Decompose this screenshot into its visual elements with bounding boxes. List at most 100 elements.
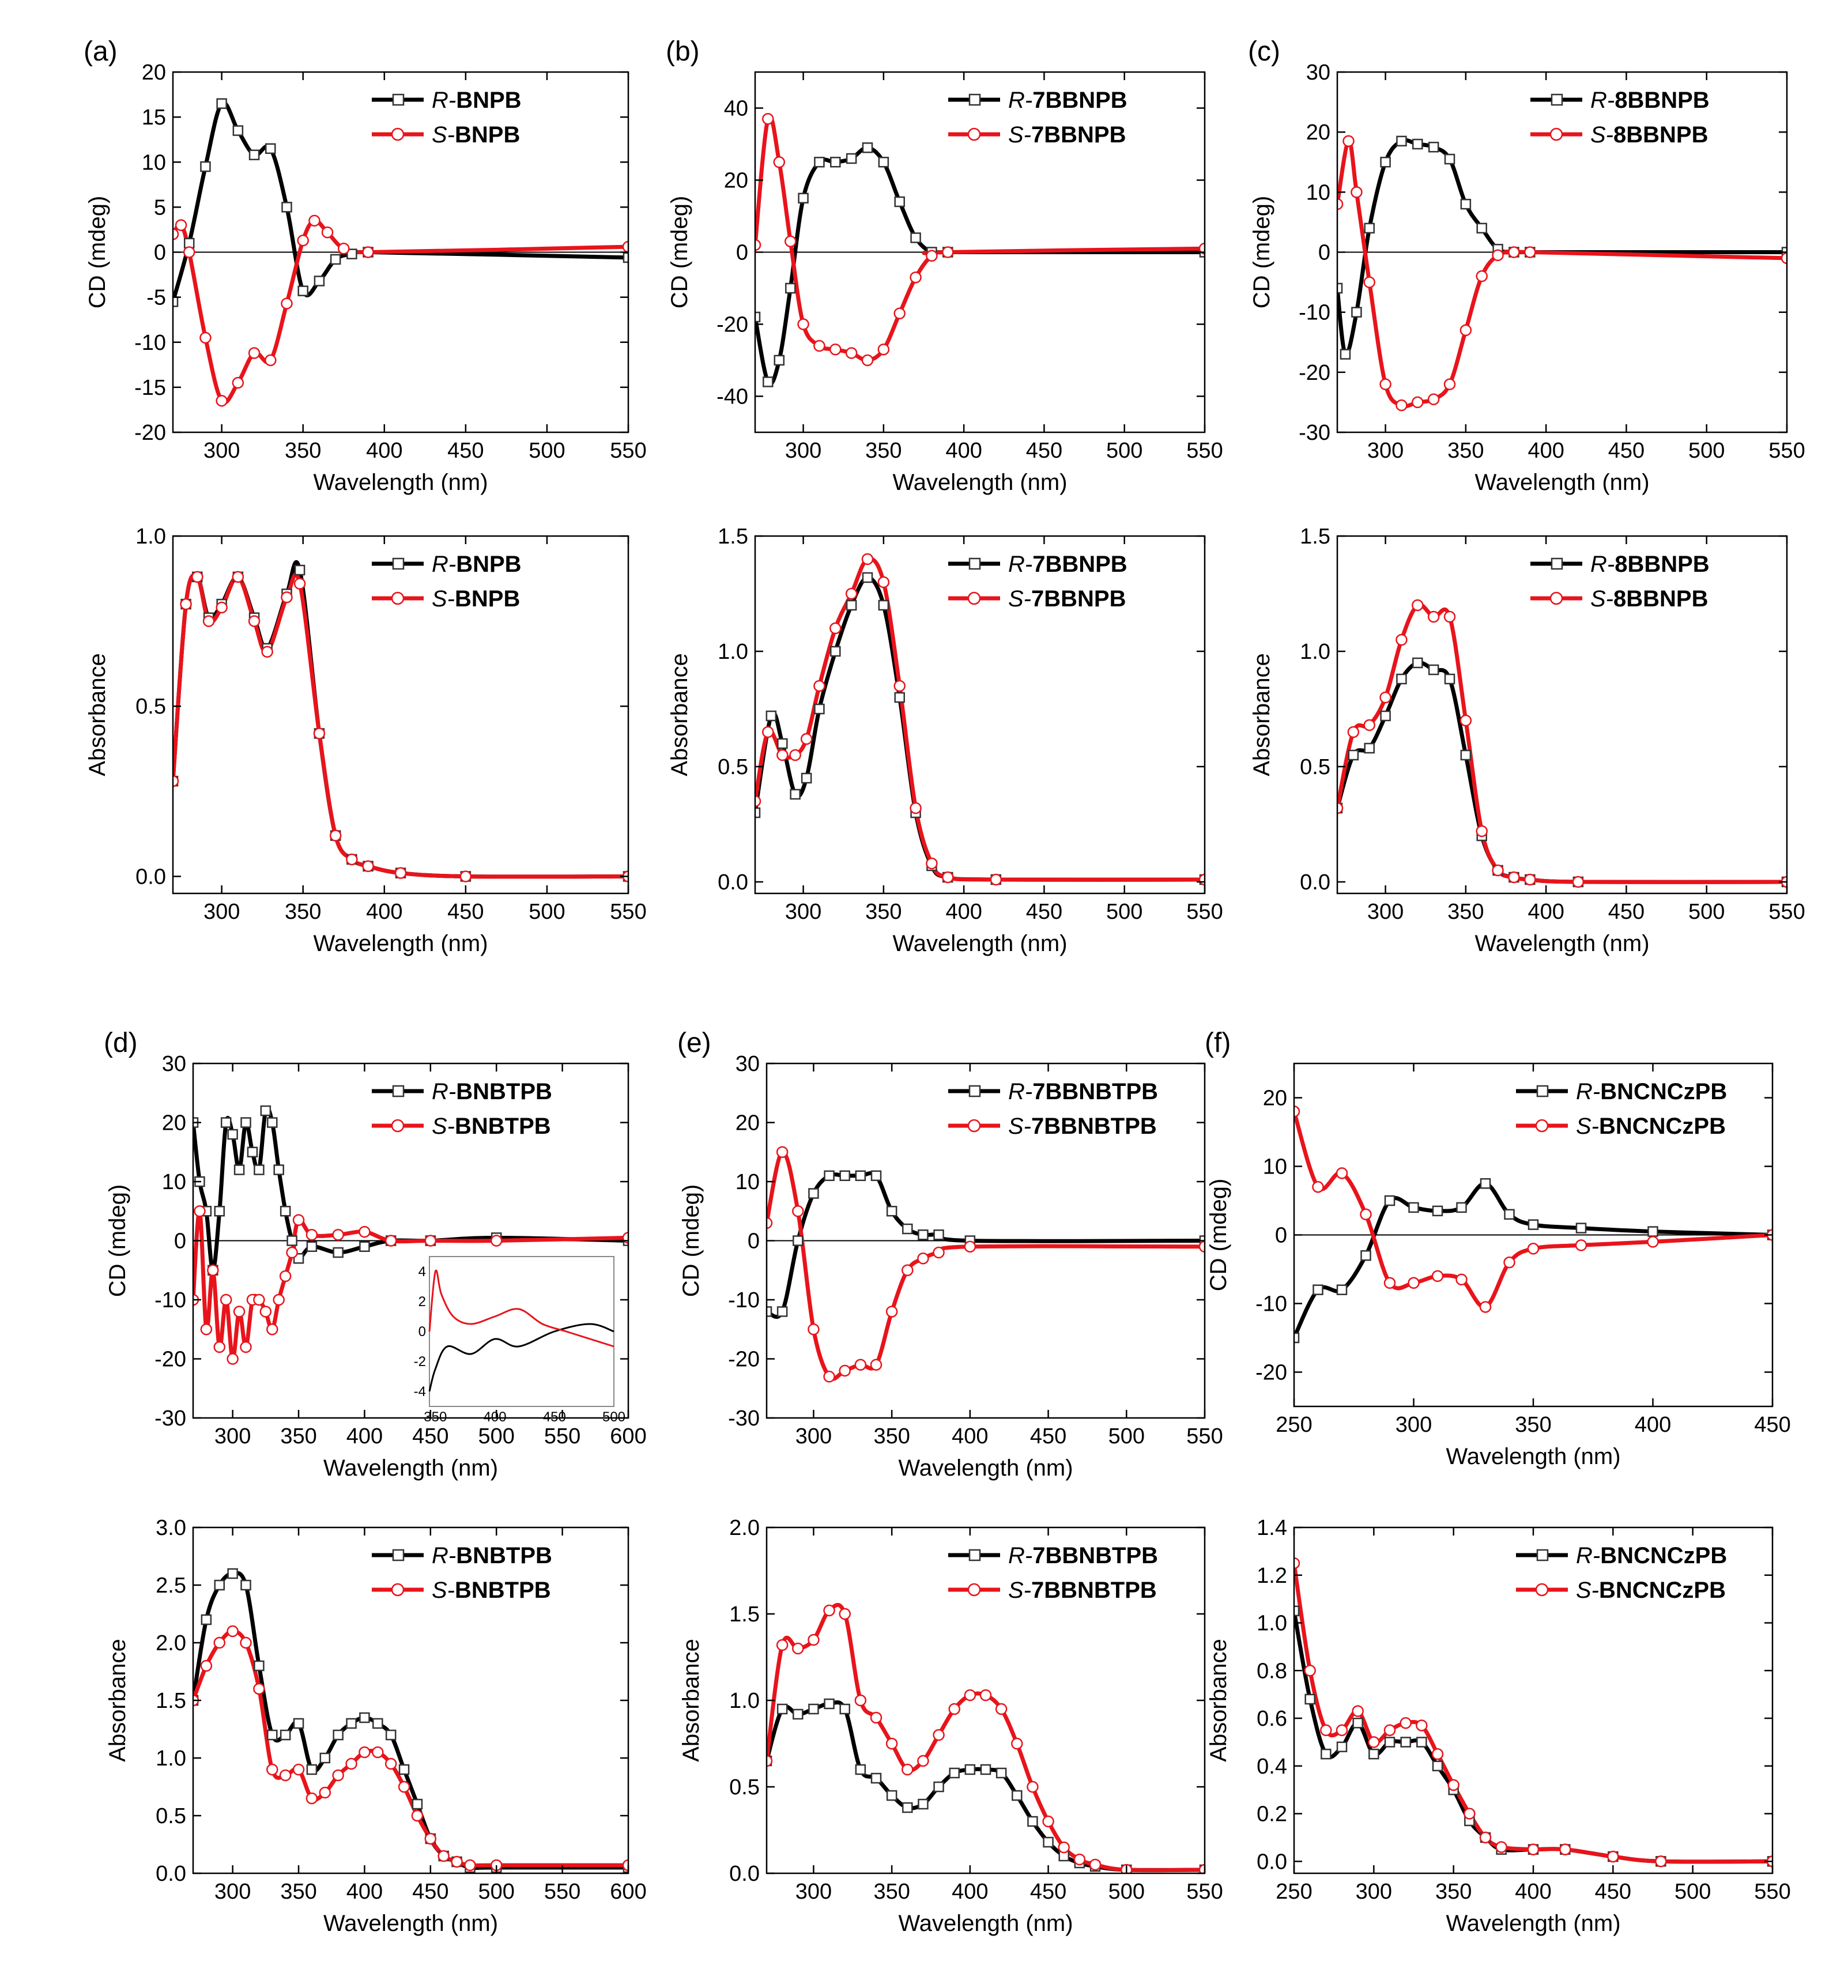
x-tick-label: 400 [1515, 1880, 1551, 1904]
data-point-S-7BBNPB [990, 873, 1002, 886]
data-point-R-BNBTPB [359, 1712, 370, 1723]
x-tick-label: 350 [865, 439, 902, 463]
data-point-S-BNBTPB [319, 1786, 331, 1799]
y-tick-label: 0.0 [1300, 870, 1330, 895]
data-point-S-8BBNPB [1412, 396, 1424, 409]
x-tick-label: 350 [873, 1880, 910, 1904]
data-point-R-7BBNPB [814, 703, 825, 715]
data-point-R-BNCNCzPB [1294, 1605, 1300, 1617]
y-tick-label: 0 [1275, 1224, 1287, 1248]
data-point-R-8BBNPB [1444, 153, 1455, 165]
data-point-S-7BBNBTPB [839, 1608, 851, 1620]
x-axis-label: Wavelength (nm) [1474, 931, 1649, 956]
data-point-S-BNBTPB [240, 1636, 252, 1649]
chart-f-abs: 250 300 350 400 450 500 550 0.0 0.2 0.4 0.6 0.8 1.0 1… [1206, 1516, 1791, 1936]
data-point-S-BNPB [261, 646, 273, 658]
legend-marker [391, 591, 405, 605]
chart-e-cd: 300 350 400 450 500 550 -30 -20 -10 0 10 20 30 Wavele… [677, 1028, 1223, 1481]
data-point-R-BNCNCzPB [1321, 1748, 1332, 1760]
data-point-S-8BBNPB [1396, 399, 1408, 412]
data-point-R-7BBNPB [830, 157, 841, 168]
y-tick-label: 20 [736, 1111, 760, 1136]
data-point-R-7BBNBTPB [902, 1223, 913, 1235]
legend-marker [968, 557, 981, 570]
y-tick-label: 0.0 [156, 1862, 186, 1886]
data-point-R-BNBTPB [247, 1146, 258, 1157]
legend-entry: R-8BBNPB [1590, 552, 1710, 577]
legend-marker [1535, 1119, 1549, 1133]
data-point-S-BNBTPB [332, 1229, 344, 1241]
data-point-S-7BBNBTPB [933, 1246, 945, 1259]
panel-label: (c) [1248, 36, 1280, 67]
legend-chirality-prefix: R- [1590, 88, 1615, 113]
data-point-S-BNPB [248, 615, 261, 627]
x-tick-label: 400 [952, 1880, 988, 1904]
x-tick-label: 500 [1688, 439, 1725, 463]
x-tick-label: 300 [1367, 900, 1404, 924]
data-point-S-8BBNPB [1524, 873, 1536, 886]
x-tick-label: 400 [1528, 900, 1564, 924]
legend-compound-name: BNPB [456, 88, 521, 113]
data-point-S-BNBTPB [384, 1757, 397, 1770]
x-tick-label: 450 [447, 439, 484, 463]
data-point-S-7BBNPB [829, 622, 842, 635]
data-point-S-7BBNBTPB [854, 1359, 867, 1371]
x-tick-label: 350 [280, 1880, 316, 1904]
legend-compound-name: BNCNCzPB [1599, 1578, 1726, 1603]
legend-compound-name: BNPB [455, 586, 520, 612]
data-point-R-7BBNBTPB [949, 1767, 960, 1779]
data-point-S-8BBNPB [1379, 691, 1391, 704]
data-point-S-BNPB [216, 395, 228, 407]
data-point-R-8BBNPB [1460, 749, 1472, 761]
data-point-S-BNBTPB [398, 1780, 410, 1793]
chart-b-cd: 300 350 400 450 500 550 -40 -20 0 20 40 Wavelength … [666, 36, 1223, 495]
data-point-R-7BBNPB [755, 311, 761, 323]
data-point-R-BNBTPB [306, 1241, 318, 1252]
x-tick-label: 400 [346, 1424, 383, 1448]
x-axis-label: Wavelength (nm) [323, 1455, 498, 1481]
data-point-R-BNCNCzPB [1432, 1760, 1443, 1772]
data-point-R-7BBNBTPB [839, 1170, 850, 1181]
y-tick-label: 3.0 [156, 1516, 186, 1540]
plot-frame [172, 535, 629, 895]
data-point-S-7BBNPB [1198, 243, 1205, 255]
data-point-R-BNBTPB [385, 1729, 397, 1741]
plot-area [755, 113, 1205, 387]
data-point-S-BNCNCzPB [1352, 1705, 1364, 1717]
data-point-R-BNBTPB [372, 1718, 383, 1729]
data-point-R-BNBTPB [240, 1579, 251, 1591]
data-point-S-7BBNPB [845, 587, 858, 600]
y-axis-label: Absorbance [105, 1639, 130, 1761]
data-point-S-7BBNBTPB [808, 1323, 820, 1336]
data-point-R-7BBNBTPB [1027, 1816, 1038, 1827]
data-point-S-7BBNBTPB [885, 1737, 898, 1750]
data-point-R-BNPB [200, 161, 211, 172]
panel-label: (b) [666, 36, 700, 67]
legend-chirality-prefix: S- [1590, 586, 1613, 612]
y-tick-label: -20 [728, 1348, 760, 1372]
data-point-S-7BBNBTPB [995, 1703, 1008, 1715]
legend-entry: S-8BBNPB [1590, 122, 1708, 148]
data-point-R-BNCNCzPB [1504, 1209, 1515, 1220]
inset-frame [429, 1256, 614, 1407]
plot-area [193, 1105, 628, 1365]
x-axis-label: Wavelength (nm) [898, 1455, 1073, 1481]
data-point-R-BNBTPB [319, 1752, 331, 1764]
legend-compound-name: 7BBNPB [1031, 122, 1126, 148]
data-point-R-BNCNCzPB [1647, 1226, 1658, 1237]
data-point-S-BNCNCzPB [1336, 1724, 1348, 1736]
data-point-S-BNPB [281, 297, 293, 310]
data-point-R-BNCNCzPB [1575, 1223, 1587, 1233]
data-point-S-BNBTPB [306, 1792, 318, 1805]
legend-chirality-prefix: S- [1008, 1114, 1031, 1139]
data-point-S-7BBNBTPB [870, 1359, 882, 1371]
legend-compound-name: 8BBNPB [1615, 552, 1709, 577]
legend-compound-name: 7BBNBTPB [1031, 1578, 1157, 1603]
legend-compound-name: BNCNCzPB [1600, 1543, 1727, 1568]
data-point-R-8BBNPB [1364, 742, 1375, 754]
inset-series-line [428, 1269, 614, 1348]
y-axis-label: CD (mdeg) [1206, 1179, 1231, 1292]
legend-compound-name: 7BBNBTPB [1032, 1543, 1158, 1568]
inset-x-tick-label: 350 [424, 1409, 447, 1425]
